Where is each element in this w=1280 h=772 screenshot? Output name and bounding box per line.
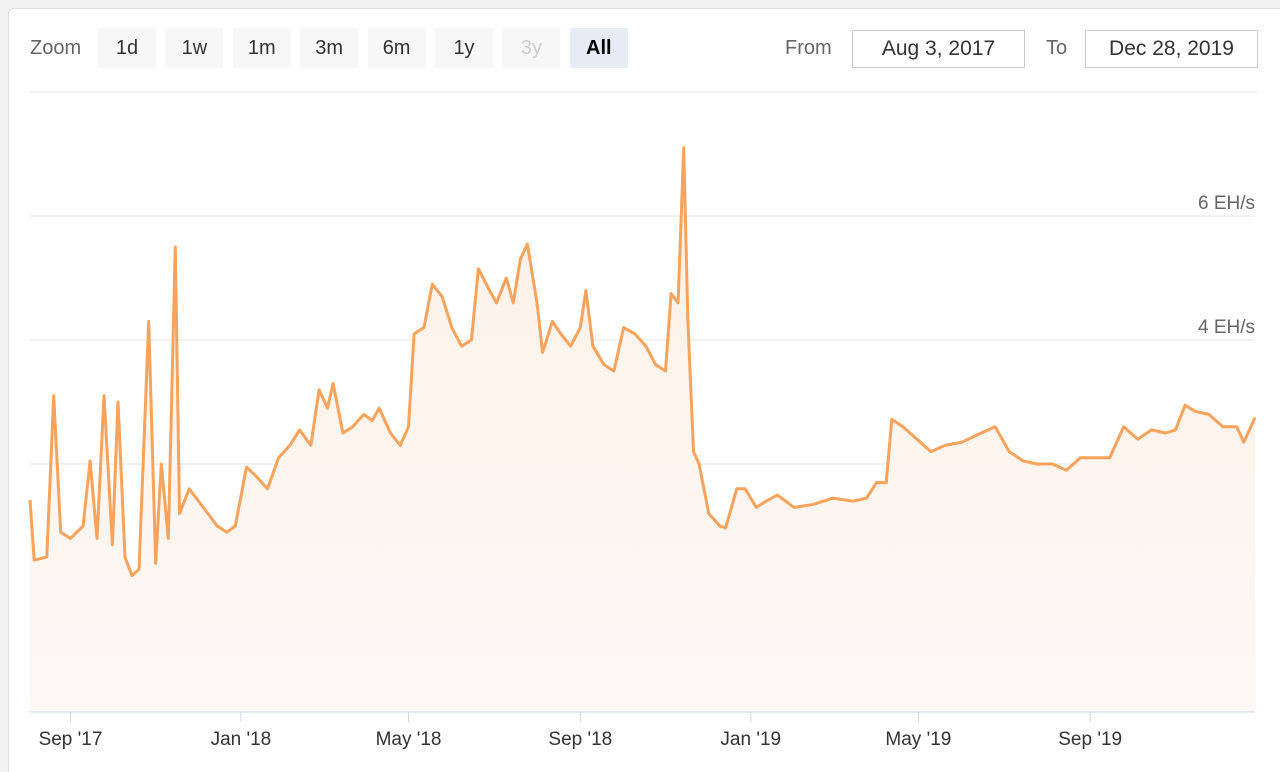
x-tick-label: May '19 [885,729,951,750]
from-input[interactable]: Aug 3, 2017 [852,30,1025,68]
area [30,147,1255,713]
zoom-button: 3y [502,28,561,68]
y-tick-label: 4 EH/s [1198,317,1255,338]
x-tick-label: Sep '18 [548,729,612,750]
zoom-button[interactable]: All [569,28,628,68]
x-tick-label: Sep '17 [39,729,103,750]
zoom-button[interactable]: 3m [300,28,359,68]
x-tick-label: Sep '19 [1058,729,1122,750]
zoom-button[interactable]: 1d [98,28,156,68]
line [28,146,1257,578]
x-tick-label: May '18 [376,729,442,750]
zoom-label: Zoom [30,37,82,59]
to-input[interactable]: Dec 28, 2019 [1085,30,1258,68]
x-tick-label: Jan '19 [720,729,781,750]
zoom-button[interactable]: 6m [367,28,426,68]
to-label: To [1046,37,1068,59]
from-label: From [785,37,832,59]
zoom-button[interactable]: 1w [165,28,224,68]
zoom-button[interactable]: 1y [435,28,493,68]
zoom-button[interactable]: 1m [232,28,291,68]
y-tick-label: 6 EH/s [1198,193,1255,214]
x-tick-label: Jan '18 [211,729,272,750]
